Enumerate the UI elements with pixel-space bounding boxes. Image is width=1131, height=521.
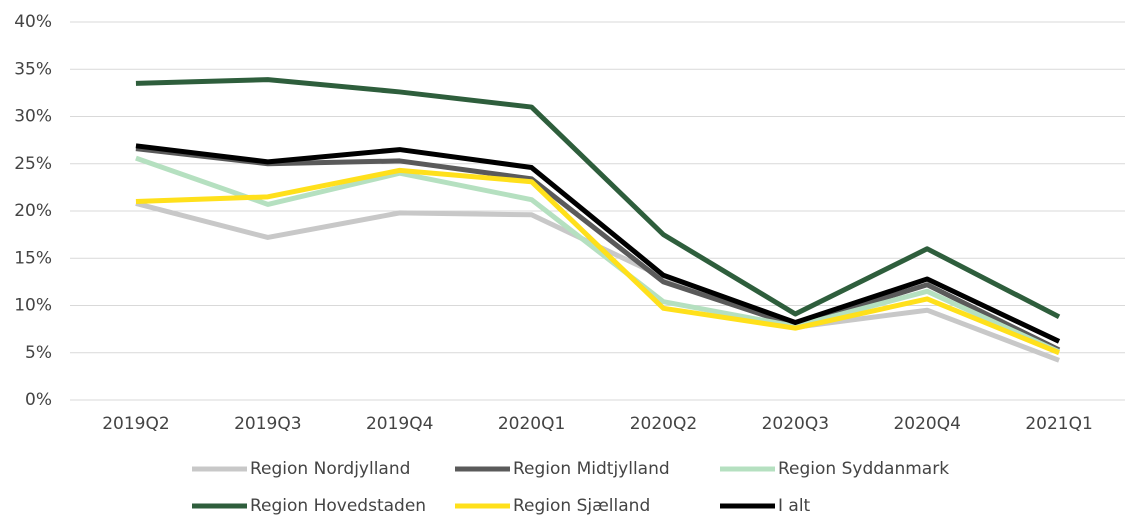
y-tick-label: 10%: [14, 296, 52, 316]
x-tick-label: 2019Q2: [102, 414, 169, 434]
x-tick-label: 2019Q3: [234, 414, 301, 434]
y-tick-label: 40%: [14, 12, 52, 32]
legend-label: Region Nordjylland: [250, 459, 410, 479]
x-tick-label: 2021Q1: [1025, 414, 1092, 434]
series-line: [135, 143, 1061, 344]
y-tick-label: 30%: [14, 107, 52, 127]
x-tick-label: 2019Q4: [366, 414, 433, 434]
legend-label: Region Sjælland: [513, 496, 650, 516]
y-tick-label: 25%: [14, 154, 52, 174]
series-line: [135, 146, 1061, 353]
y-tick-label: 15%: [14, 248, 52, 268]
y-tick-label: 20%: [14, 201, 52, 221]
x-tick-label: 2020Q2: [630, 414, 697, 434]
y-tick-label: 0%: [25, 390, 52, 410]
series-line: [135, 167, 1061, 356]
y-tick-label: 5%: [25, 343, 52, 363]
series-line: [135, 77, 1061, 320]
y-tick-label: 35%: [14, 59, 52, 79]
x-tick-label: 2020Q4: [893, 414, 960, 434]
legend-label: Region Hovedstaden: [250, 496, 426, 516]
x-tick-label: 2020Q3: [762, 414, 829, 434]
legend-label: Region Midtjylland: [513, 459, 670, 479]
legend-label: Region Syddanmark: [778, 459, 949, 479]
x-tick-label: 2020Q1: [498, 414, 565, 434]
legend-label: I alt: [778, 496, 811, 516]
series-line: [135, 155, 1061, 355]
